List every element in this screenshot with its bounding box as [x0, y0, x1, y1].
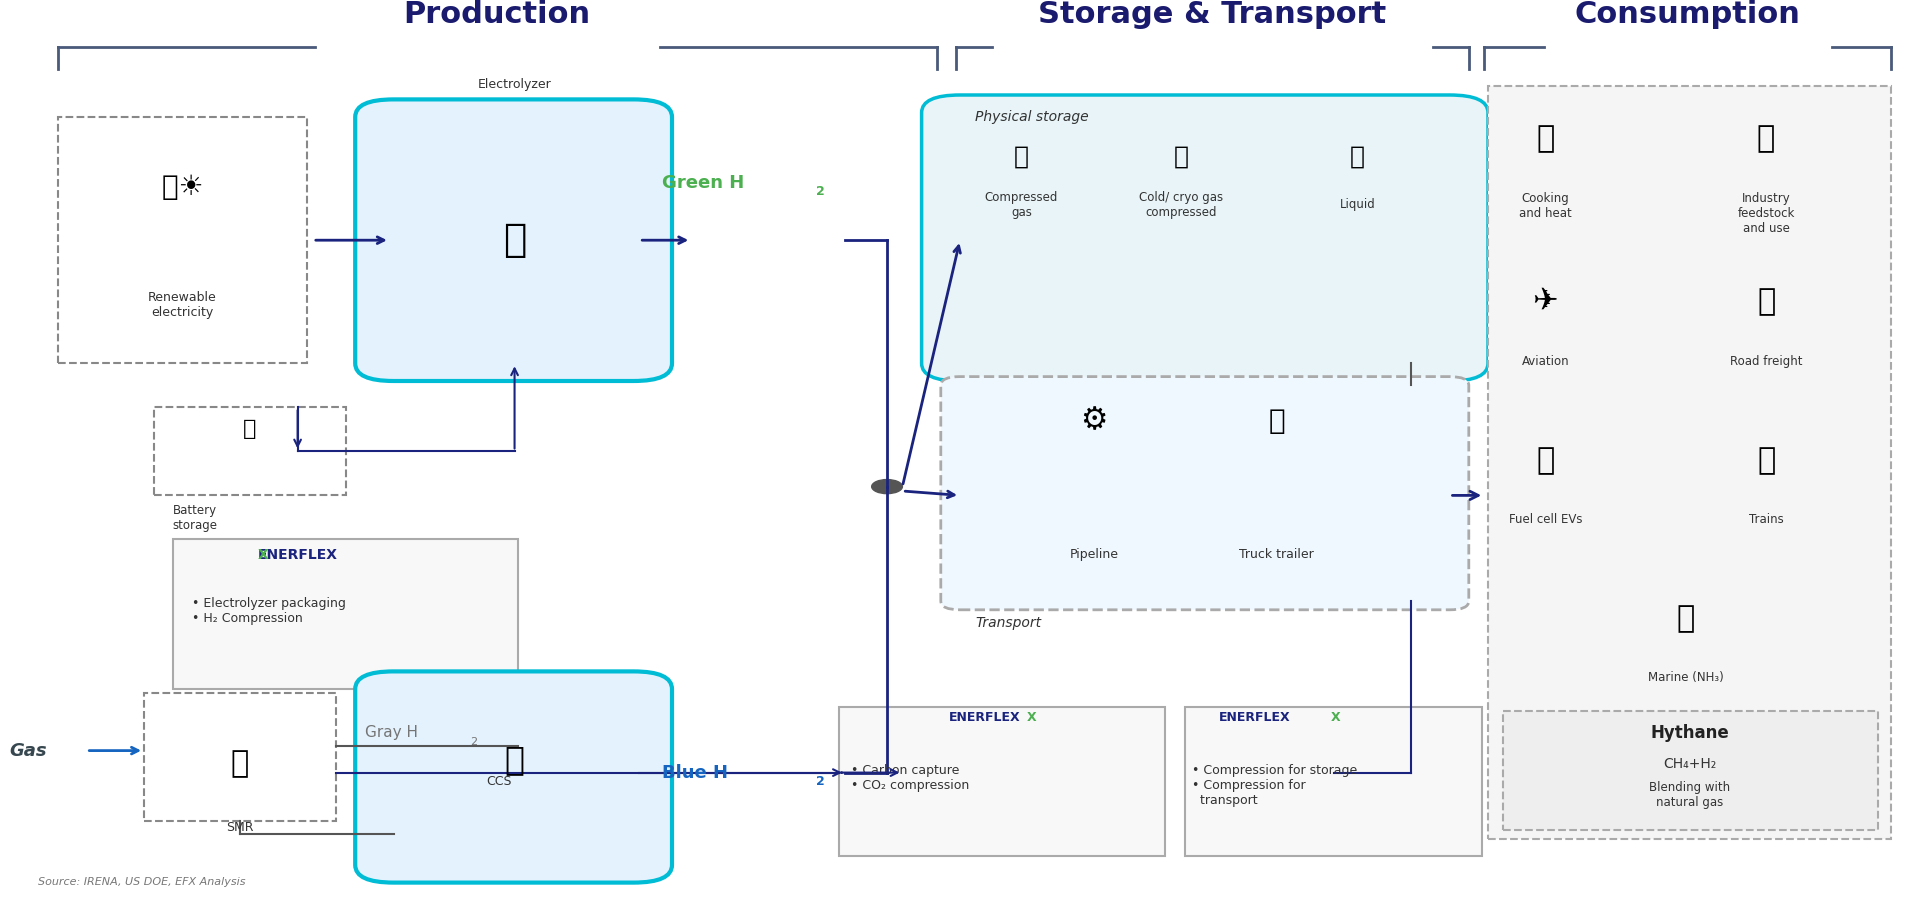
FancyBboxPatch shape — [144, 694, 336, 821]
Text: ENERFLEX: ENERFLEX — [948, 711, 1020, 724]
Text: X: X — [1027, 711, 1037, 724]
Text: 🧊: 🧊 — [1173, 145, 1188, 168]
FancyBboxPatch shape — [1503, 711, 1878, 830]
Text: ENERFLEX: ENERFLEX — [1219, 711, 1290, 724]
Text: • Carbon capture
• CO₂ compression: • Carbon capture • CO₂ compression — [851, 764, 970, 792]
Text: Compressed
gas: Compressed gas — [985, 191, 1058, 219]
Text: Storage & Transport: Storage & Transport — [1039, 0, 1386, 29]
Bar — [839, 706, 1165, 856]
Text: • Compression for storage
• Compression for
  transport: • Compression for storage • Compression … — [1192, 764, 1357, 807]
Text: Transport: Transport — [975, 616, 1041, 630]
Text: 🔧: 🔧 — [503, 221, 526, 259]
FancyBboxPatch shape — [58, 117, 307, 364]
Text: Marine (NH₃): Marine (NH₃) — [1647, 672, 1724, 684]
Text: Blue H: Blue H — [662, 764, 728, 782]
Text: • Electrolyzer packaging
• H₂ Compression: • Electrolyzer packaging • H₂ Compressio… — [192, 596, 346, 624]
Text: CH₄+H₂: CH₄+H₂ — [1663, 757, 1716, 771]
Text: Battery
storage: Battery storage — [173, 504, 217, 532]
Text: X: X — [257, 548, 269, 562]
Text: 🏠: 🏠 — [1536, 125, 1555, 154]
Text: Industry
feedstock
and use: Industry feedstock and use — [1738, 192, 1795, 235]
FancyBboxPatch shape — [154, 407, 346, 495]
Text: Cold/ cryo gas
compressed: Cold/ cryo gas compressed — [1139, 191, 1223, 219]
Text: Fuel cell EVs: Fuel cell EVs — [1509, 513, 1582, 526]
Text: CCS: CCS — [486, 774, 513, 788]
Text: 2: 2 — [470, 737, 478, 747]
Text: 🔋: 🔋 — [244, 419, 255, 439]
Text: 🏗️: 🏗️ — [1757, 125, 1776, 154]
Text: Road freight: Road freight — [1730, 355, 1803, 367]
Text: Source: IRENA, US DOE, EFX Analysis: Source: IRENA, US DOE, EFX Analysis — [38, 877, 246, 887]
Text: SMR: SMR — [227, 821, 253, 834]
Text: Gas: Gas — [10, 742, 48, 760]
Text: X: X — [1331, 711, 1340, 724]
Text: 2: 2 — [816, 185, 826, 198]
FancyBboxPatch shape — [1488, 86, 1891, 839]
Text: Aviation: Aviation — [1523, 355, 1569, 367]
Text: 🏭: 🏭 — [505, 743, 524, 776]
Text: ⚙️: ⚙️ — [1081, 406, 1108, 435]
Text: Trains: Trains — [1749, 513, 1784, 526]
Text: ENERFLEX: ENERFLEX — [257, 548, 338, 562]
Text: Green H: Green H — [662, 174, 745, 192]
Text: 🚗: 🚗 — [1536, 445, 1555, 474]
Text: 🚛: 🚛 — [1757, 287, 1776, 316]
Text: Gray H: Gray H — [365, 725, 419, 741]
Text: Hythane: Hythane — [1649, 724, 1730, 742]
FancyBboxPatch shape — [355, 672, 672, 883]
Bar — [173, 539, 518, 689]
Text: Liquid: Liquid — [1340, 198, 1375, 212]
Text: ✈️: ✈️ — [1532, 287, 1559, 316]
Text: 🫙: 🫙 — [1014, 145, 1029, 168]
Bar — [1185, 706, 1482, 856]
FancyBboxPatch shape — [355, 99, 672, 381]
Text: 🚊: 🚊 — [1757, 445, 1776, 474]
Text: Physical storage: Physical storage — [975, 110, 1089, 124]
Text: 🪣: 🪣 — [1350, 145, 1365, 168]
Text: Pipeline: Pipeline — [1069, 548, 1119, 562]
Text: 🚛: 🚛 — [1269, 406, 1284, 435]
Circle shape — [872, 480, 902, 494]
Text: Renewable
electricity: Renewable electricity — [148, 292, 217, 319]
Text: Electrolyzer: Electrolyzer — [478, 77, 551, 91]
Text: Blending with
natural gas: Blending with natural gas — [1649, 781, 1730, 809]
Text: 2: 2 — [816, 774, 826, 788]
Text: Truck trailer: Truck trailer — [1240, 548, 1313, 562]
Text: ⛴️: ⛴️ — [1676, 604, 1695, 633]
FancyBboxPatch shape — [922, 95, 1488, 381]
Text: 🌬️☀️: 🌬️☀️ — [161, 174, 204, 202]
Text: Consumption: Consumption — [1574, 0, 1801, 29]
FancyBboxPatch shape — [941, 376, 1469, 610]
Text: 🏭: 🏭 — [230, 749, 250, 778]
Text: Cooking
and heat: Cooking and heat — [1519, 192, 1572, 220]
Text: Production: Production — [403, 0, 591, 29]
